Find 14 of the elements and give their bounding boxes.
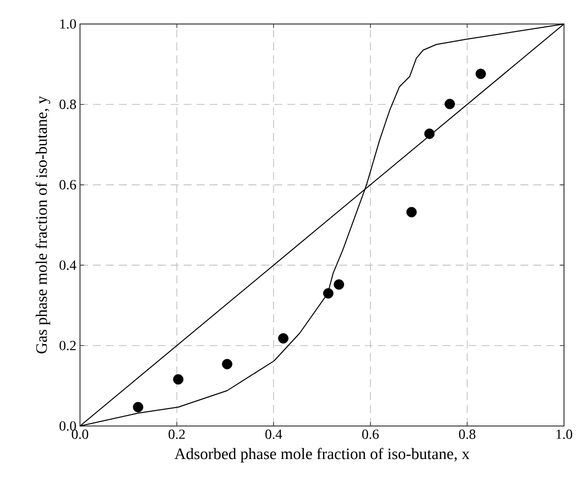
- y-tick-label: 0.0: [60, 421, 76, 431]
- x-tick-label: 0.0: [72, 430, 88, 439]
- x-tick-label: 0.4: [265, 430, 282, 439]
- x-tick-label: 1.0: [556, 430, 572, 439]
- x-axis-title: Adsorbed phase mole fraction of iso-butane, x: [174, 448, 470, 462]
- y-tick-label: 1.0: [60, 19, 76, 29]
- y-tick-label: 0.4: [60, 260, 76, 270]
- y-tick-label: 0.2: [60, 340, 76, 350]
- x-tick-label: 0.2: [168, 430, 185, 439]
- y-axis-title: Gas phase mole fraction of iso-butane, y: [36, 96, 50, 354]
- y-tick-label: 0.8: [60, 100, 76, 110]
- y-tick-label: 0.6: [60, 180, 76, 190]
- x-tick-label: 0.8: [459, 430, 476, 439]
- x-tick-label: 0.6: [362, 430, 379, 439]
